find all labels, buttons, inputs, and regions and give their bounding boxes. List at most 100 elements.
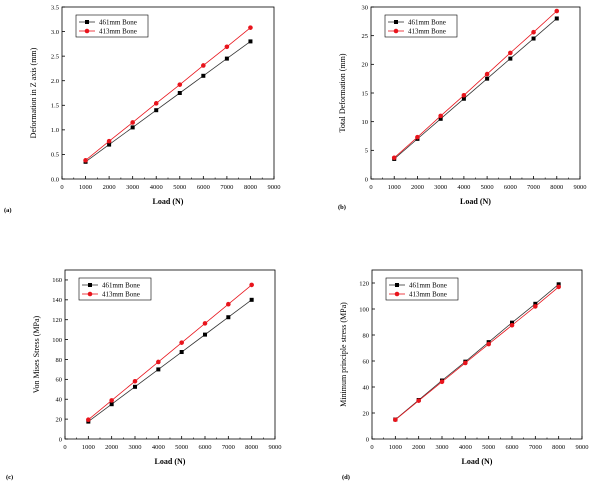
data-point-circle [416,398,421,403]
y-tick-label: 20 [362,62,369,69]
data-point-square [133,384,137,389]
y-tick-label: 0.0 [51,176,59,183]
data-point-square [556,282,561,287]
data-point-circle [153,101,159,106]
data-point-square [130,125,135,130]
data-point-circle [556,284,561,290]
series-line-1 [85,41,251,163]
x-tick-label: 3000 [436,444,449,451]
x-tick-label: 3000 [129,444,142,451]
data-point-circle [393,417,398,423]
data-point-square [554,16,559,21]
panel-label: (a) [4,207,12,214]
x-axis-title: Load (N) [155,457,186,466]
y-axis-title: Minimum principle stress (MPa) [339,302,348,407]
data-point-circle [439,379,445,385]
x-tick-label: 8000 [550,184,563,191]
data-point-square [107,142,112,147]
data-point-circle [226,301,231,307]
x-tick-label: 7000 [529,444,542,451]
y-tick-label: 15 [362,90,369,97]
y-tick-label: 120 [52,317,62,324]
data-point-circle [486,341,491,347]
y-axis-title: Deformation in Z axis (mm) [29,47,38,138]
y-tick-label: 20 [363,410,370,417]
y-tick-label: 160 [52,277,62,284]
panel-label: (b) [338,204,346,211]
x-tick-label: 5000 [481,184,494,191]
legend-marker-square [394,20,398,24]
series-line-2 [88,284,252,421]
x-tick-label: 5000 [175,444,188,451]
data-point-square [201,73,206,78]
x-tick-label: 4000 [152,444,165,451]
legend-label: 461mm Bone [408,19,446,27]
legend-label: 413mm Bone [409,291,447,299]
y-tick-label: 5 [365,148,368,155]
x-tick-label: 0 [369,184,372,191]
y-tick-label: 20 [56,416,63,423]
y-tick-label: 40 [363,384,370,391]
series-line-2 [393,10,558,159]
data-point-square [249,297,254,302]
data-point-square [179,350,184,355]
chart-panel-2: 0 1000 2000 3000 4000 5000 6000 7000 8000 9000 0 5 1… [338,4,587,211]
data-point-circle [438,113,443,119]
data-point-square [508,56,513,61]
y-tick-label: 120 [359,280,369,287]
x-tick-label: 4000 [150,184,163,191]
x-tick-label: 9000 [269,444,282,451]
legend-label: 461mm Bone [102,282,140,290]
y-tick-label: 3.0 [51,29,59,36]
chart-panel-3: 0 1000 2000 3000 4000 5000 6000 7000 8000 9000 0 20… [6,269,282,481]
y-tick-label: 0.5 [51,152,59,159]
data-point-circle [201,63,206,68]
x-tick-label: 2000 [411,184,424,191]
x-tick-label: 0 [60,184,63,191]
data-point-square [531,36,536,41]
legend-label: 413mm Bone [102,291,140,299]
x-tick-label: 8000 [245,444,258,451]
legend-label: 413mm Bone [408,28,446,36]
series-line-1 [393,18,558,160]
x-tick-label: 9000 [268,184,281,191]
legend-marker-square [88,283,92,287]
data-point-circle [86,417,91,423]
x-tick-label: 5000 [173,184,186,191]
y-tick-label: 60 [363,358,370,365]
x-tick-label: 6000 [504,184,517,191]
data-point-square [510,320,514,325]
x-tick-label: 4000 [459,444,472,451]
data-point-square [224,56,229,61]
data-point-square [533,301,538,306]
x-tick-label: 2000 [105,444,118,451]
x-tick-label: 0 [370,444,373,451]
data-point-circle [156,359,161,365]
y-tick-label: 40 [56,397,63,404]
data-point-square [156,367,161,372]
y-tick-label: 1.5 [51,103,59,110]
x-tick-label: 7000 [220,184,233,191]
series-line-1 [395,283,559,420]
data-point-circle [106,138,112,144]
y-tick-label: 25 [362,33,369,40]
data-point-circle [463,360,468,366]
data-point-circle [202,321,208,326]
x-tick-label: 9000 [574,184,587,191]
data-point-circle [177,82,183,87]
x-tick-label: 6000 [199,444,212,451]
legend-marker-circle [394,291,400,297]
legend-label: 461mm Bone [409,282,447,290]
y-axis-title: Von Mises Stress (MPa) [32,315,41,393]
data-point-circle [554,8,560,14]
y-tick-label: 0 [366,436,369,443]
x-tick-label: 1000 [389,444,402,451]
x-tick-label: 1000 [82,444,95,451]
panel-label: (c) [6,474,13,481]
y-axis-title: Total Deformation (mm) [338,53,347,132]
series-line-2 [395,286,559,421]
legend-marker-circle [393,28,399,34]
y-tick-label: 30 [362,4,369,11]
legend-label: 461mm Bone [99,19,137,27]
y-tick-label: 80 [56,357,63,364]
